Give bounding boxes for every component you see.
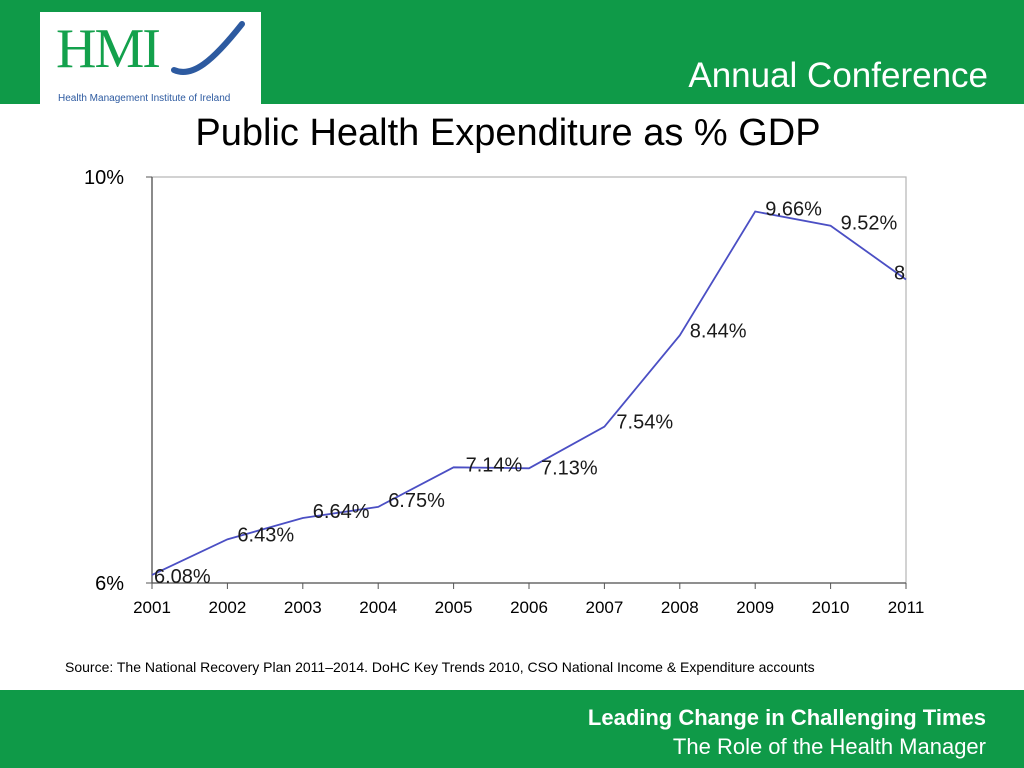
chart-axes: 6% 10% 2001 2002 2003 2004 2005 2006 2007 2008 200… <box>84 167 924 617</box>
plot-frame <box>151 176 907 584</box>
data-label: 7.14% <box>466 454 523 476</box>
x-tick-label: 2003 <box>284 598 322 617</box>
tagline-primary: Leading Change in Challenging Times <box>587 705 986 730</box>
tagline-secondary: The Role of the Health Manager <box>672 734 986 759</box>
x-tick-label: 2010 <box>812 598 850 617</box>
footer-band <box>0 690 1024 768</box>
y-tick-label: 10% <box>84 167 124 189</box>
line-chart: 6% 10% 2001 2002 2003 2004 2005 2006 2007 2008 200… <box>84 167 924 617</box>
data-label: 6.64% <box>313 501 370 523</box>
series-line <box>151 210 907 576</box>
data-label: 8 <box>894 263 905 285</box>
x-tick-label: 2006 <box>510 598 548 617</box>
x-tick-label: 2008 <box>661 598 699 617</box>
y-tick-label: 6% <box>95 573 124 595</box>
x-tick-label: 2005 <box>435 598 473 617</box>
x-tick-label: 2009 <box>736 598 774 617</box>
x-tick-label: 2011 <box>888 598 925 617</box>
data-label: 7.13% <box>541 457 598 479</box>
data-label: 9.66% <box>765 199 822 221</box>
conference-title: Annual Conference <box>688 56 988 95</box>
logo-mark: HMI <box>56 18 161 80</box>
data-label: 6.08% <box>154 566 211 588</box>
chart-marks: 6.08% 6.43% 6.64% 6.75% 7.14% 7.13% 7.54% 8.44%… <box>151 199 907 588</box>
logo-subtitle: Health Management Institute of Ireland <box>58 93 231 104</box>
chart-title: Public Health Expenditure as % GDP <box>195 112 821 154</box>
logo: HMI Health Management Institute of Irela… <box>40 12 261 105</box>
x-tick-label: 2002 <box>208 598 246 617</box>
source-note: Source: The National Recovery Plan 2011–… <box>65 659 815 675</box>
data-label: 6.75% <box>388 490 445 512</box>
x-tick-label: 2007 <box>585 598 623 617</box>
data-label: 9.52% <box>841 213 898 235</box>
x-tick-label: 2001 <box>133 598 171 617</box>
x-tick-label: 2004 <box>359 598 397 617</box>
logo-swoosh-icon <box>171 21 245 75</box>
data-label: 7.54% <box>616 412 673 434</box>
data-label: 6.43% <box>237 524 294 546</box>
data-label: 8.44% <box>690 320 747 342</box>
